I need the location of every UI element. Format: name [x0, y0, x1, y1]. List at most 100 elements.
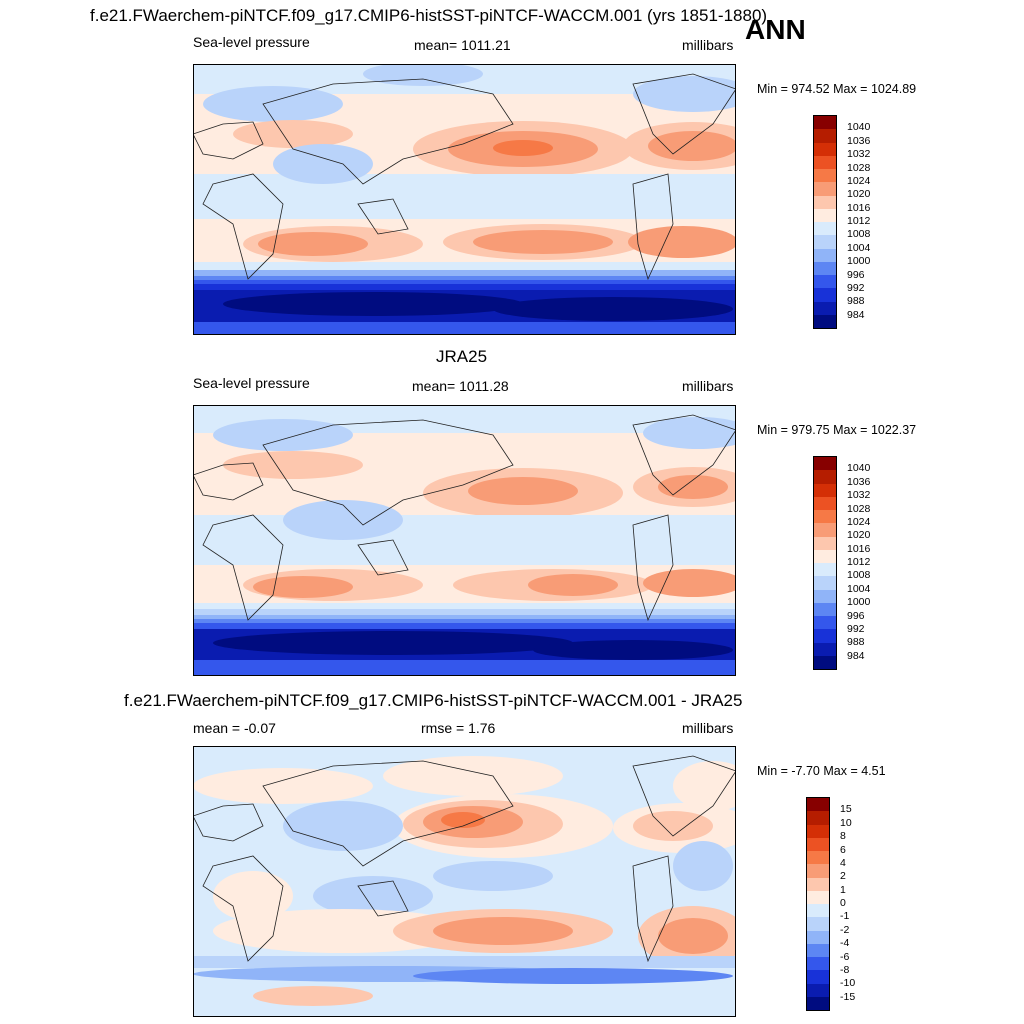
- panel-obs-colorbar-tick-label: 984: [847, 649, 865, 662]
- panel-model-units: millibars: [682, 37, 734, 53]
- panel-obs-colorbar-swatch: [814, 457, 836, 471]
- panel-obs-colorbar-tick-label: 988: [847, 636, 865, 649]
- panel-obs-colorbar-swatch: [814, 642, 836, 656]
- panel-model-colorbar-tick-label: 1016: [847, 201, 871, 214]
- panel-diff-colorbar-swatch: [807, 917, 829, 931]
- panel-obs-colorbar-tick-label: 1036: [847, 475, 871, 488]
- panel-obs-colorbar-tick-label: 1016: [847, 542, 871, 555]
- panel-diff-colorbar-tick-label: -1: [840, 910, 850, 923]
- panel-obs-colorbar-swatch: [814, 523, 836, 537]
- panel-diff-colorbar-tick-label: -15: [840, 990, 856, 1003]
- panel-obs-colorbar-swatch: [814, 563, 836, 577]
- panel-obs-minmax: Min = 979.75 Max = 1022.37: [757, 423, 917, 437]
- panel-model-colorbar-tick-label: 996: [847, 268, 865, 281]
- panel-diff-colorbar-tick-label: 15: [840, 803, 852, 816]
- panel-obs-colorbar-tick-label: 1000: [847, 596, 871, 609]
- panel-obs-colorbar-tick-label: 1028: [847, 502, 871, 515]
- panel-model-colorbar-swatch: [814, 195, 836, 209]
- panel-diff-colorbar-tick-label: -8: [840, 963, 850, 976]
- panel-diff-colorbar-tick-label: 6: [840, 843, 846, 856]
- panel-diff-colorbar-tick-label: 2: [840, 870, 846, 883]
- panel-diff-mean: mean = -0.07: [193, 720, 276, 736]
- panel-diff-colorbar-swatch: [807, 890, 829, 904]
- panel-diff-colorbar-swatch: [807, 851, 829, 865]
- panel-model-colorbar-tick-label: 1020: [847, 188, 871, 201]
- panel-model-colorbar-tick-label: 1024: [847, 174, 871, 187]
- panel-model-colorbar-swatch: [814, 288, 836, 302]
- panel-model-colorbar-tick-label: 1008: [847, 228, 871, 241]
- panel-diff-colorbar-swatch: [807, 957, 829, 971]
- panel-diff-map: [193, 746, 736, 1017]
- panel-diff-colorbar-swatch: [807, 996, 829, 1010]
- panel-diff-minmax: Min = -7.70 Max = 4.51: [757, 764, 886, 778]
- panel-obs-units: millibars: [682, 378, 734, 394]
- panel-model-colorbar-tick-label: 988: [847, 295, 865, 308]
- panel-diff-colorbar-swatch: [807, 811, 829, 825]
- panel-diff-rmse: rmse = 1.76: [421, 720, 496, 736]
- panel-diff-units: millibars: [682, 720, 734, 736]
- panel-diff-colorbar-swatch: [807, 930, 829, 944]
- panel-diff-colorbar-tick-label: -10: [840, 977, 856, 990]
- panel-diff-colorbar-tick-label: 8: [840, 830, 846, 843]
- panel-model-colorbar-swatch: [814, 208, 836, 222]
- panel-diff-colorbar-swatch: [807, 824, 829, 838]
- panel-obs-center-label: mean= 1011.28: [412, 378, 509, 394]
- panel-diff-title: f.e21.FWaerchem-piNTCF.f09_g17.CMIP6-his…: [124, 691, 743, 710]
- panel-model-colorbar-swatch: [814, 314, 836, 328]
- panel-diff-colorbar-swatch: [807, 864, 829, 878]
- panel-obs-colorbar-swatch: [814, 483, 836, 497]
- panel-obs-colorbar-tick-label: 1008: [847, 569, 871, 582]
- panel-diff-colorbar-tick-label: -4: [840, 937, 850, 950]
- panel-diff-colorbar-tick-label: 4: [840, 856, 846, 869]
- panel-diff-colorbar-swatch: [807, 970, 829, 984]
- panel-obs-colorbar-tick-label: 1032: [847, 489, 871, 502]
- panel-model-colorbar-tick-label: 1032: [847, 148, 871, 161]
- panel-diff-colorbar-tick-label: 10: [840, 816, 852, 829]
- panel-obs-colorbar-tick-label: 1024: [847, 515, 871, 528]
- panel-obs-title: JRA25: [436, 347, 488, 366]
- panel-obs-colorbar-tick-label: 996: [847, 609, 865, 622]
- panel-model-colorbar-swatch: [814, 235, 836, 249]
- panel-model-colorbar-tick-label: 1000: [847, 255, 871, 268]
- panel-diff-colorbar-swatch: [807, 983, 829, 997]
- panel-obs-colorbar-tick-label: 1040: [847, 462, 871, 475]
- panel-obs-colorbar-swatch: [814, 470, 836, 484]
- panel-obs-colorbar-swatch: [814, 510, 836, 524]
- panel-model-colorbar-swatch: [814, 116, 836, 130]
- panel-model-map: [193, 64, 736, 335]
- panel-diff-colorbar-tick-label: -2: [840, 923, 850, 936]
- panel-obs-colorbar-swatch: [814, 576, 836, 590]
- panel-model-colorbar-swatch: [814, 248, 836, 262]
- panel-obs-colorbar-swatch: [814, 496, 836, 510]
- panel-obs-colorbar-tick-label: 992: [847, 622, 865, 635]
- panel-model-colorbar-tick-label: 992: [847, 281, 865, 294]
- panel-model-colorbar-swatch: [814, 261, 836, 275]
- panel-obs-colorbar-swatch: [814, 549, 836, 563]
- panel-diff-colorbar-swatch: [807, 943, 829, 957]
- panel-model-colorbar: [813, 115, 837, 329]
- panel-model-colorbar-tick-label: 1004: [847, 241, 871, 254]
- panel-obs-map: [193, 405, 736, 676]
- panel-model-colorbar-tick-label: 1036: [847, 134, 871, 147]
- panel-diff-colorbar-tick-label: 0: [840, 897, 846, 909]
- panel-model-colorbar-swatch: [814, 155, 836, 169]
- panel-obs-colorbar: [813, 456, 837, 670]
- panel-obs-colorbar-tick-label: 1012: [847, 556, 871, 568]
- panel-diff-colorbar-swatch: [807, 877, 829, 891]
- panel-model-left-label: Sea-level pressure: [193, 34, 310, 50]
- panel-model-colorbar-swatch: [814, 182, 836, 196]
- panel-model-colorbar-swatch: [814, 301, 836, 315]
- panel-obs-colorbar-swatch: [814, 602, 836, 616]
- panel-model-center-label: mean= 1011.21: [414, 37, 511, 53]
- panel-model-colorbar-swatch: [814, 275, 836, 289]
- season-label: ANN: [745, 14, 806, 45]
- panel-model-colorbar-tick-label: 1012: [847, 215, 871, 227]
- panel-model-colorbar-tick-label: 1028: [847, 161, 871, 174]
- panel-diff-colorbar-swatch: [807, 904, 829, 918]
- panel-model-colorbar-swatch: [814, 169, 836, 183]
- panel-obs-colorbar-swatch: [814, 536, 836, 550]
- panel-obs-colorbar-swatch: [814, 629, 836, 643]
- panel-diff-colorbar-tick-label: 1: [840, 883, 846, 896]
- panel-obs-colorbar-swatch: [814, 655, 836, 669]
- panel-obs-colorbar-tick-label: 1004: [847, 582, 871, 595]
